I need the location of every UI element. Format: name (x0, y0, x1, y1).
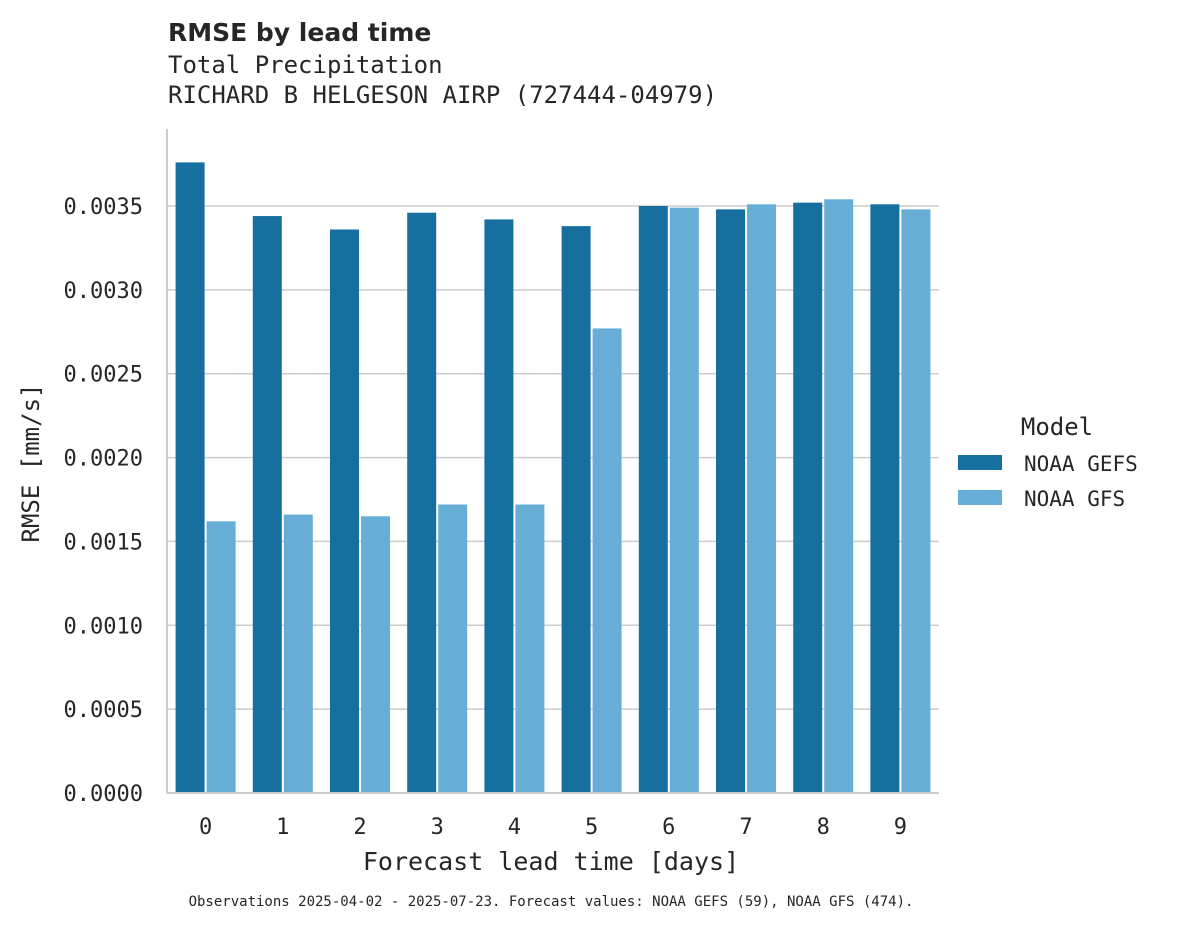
y-tick-label: 0.0010 (64, 614, 143, 639)
bar-noaa-gefs-day-1 (252, 216, 282, 793)
legend-swatch-noaa-gefs (958, 455, 1002, 470)
x-axis-label: Forecast lead time [days] (363, 847, 739, 876)
y-tick-label: 0.0020 (64, 447, 143, 472)
y-tick-label: 0.0005 (64, 698, 143, 723)
legend-label-noaa-gfs: NOAA GFS (1024, 487, 1125, 511)
bar-noaa-gfs-day-1 (283, 514, 313, 793)
bars (175, 162, 931, 794)
bar-noaa-gfs-day-2 (361, 516, 390, 793)
bar-noaa-gfs-day-8 (824, 199, 854, 793)
bar-noaa-gfs-day-6 (669, 207, 699, 794)
footnote: Observations 2025-04-02 - 2025-07-23. Fo… (189, 894, 914, 910)
y-tick-label: 0.0025 (64, 363, 143, 388)
legend-label-noaa-gefs: NOAA GEFS (1024, 452, 1138, 476)
y-tick-label: 0.0035 (64, 195, 143, 220)
x-tick-label: 6 (662, 815, 675, 840)
x-tick-label: 4 (508, 815, 521, 840)
bar-noaa-gefs-day-7 (716, 209, 745, 794)
y-tick-label: 0.0000 (64, 782, 143, 807)
y-tick-label: 0.0030 (64, 279, 143, 304)
bar-noaa-gefs-day-9 (870, 204, 900, 793)
chart-subtitle-variable: Total Precipitation (168, 51, 443, 79)
x-tick-label: 5 (585, 815, 598, 840)
x-tick-label: 9 (894, 815, 907, 840)
legend-title: Model (1021, 413, 1093, 441)
y-tick-label: 0.0015 (64, 530, 143, 555)
bar-noaa-gefs-day-0 (175, 162, 205, 793)
y-tick-labels: 0.0000 0.0005 0.0010 0.0015 0.0020 0.0025 0.00… (64, 195, 143, 807)
chart-title: RMSE by lead time (168, 18, 431, 47)
x-tick-label: 2 (353, 815, 366, 840)
x-tick-label: 8 (817, 815, 830, 840)
bar-noaa-gfs-day-7 (747, 204, 776, 793)
bar-noaa-gfs-day-5 (592, 328, 622, 793)
x-tick-label: 3 (431, 815, 444, 840)
x-tick-label: 7 (739, 815, 752, 840)
bar-noaa-gfs-day-9 (901, 209, 931, 794)
bar-noaa-gefs-day-2 (330, 229, 359, 794)
legend: Model NOAA GEFS NOAA GFS (958, 413, 1138, 511)
x-tick-label: 1 (276, 815, 289, 840)
bar-noaa-gefs-day-8 (793, 202, 823, 793)
bar-noaa-gfs-day-0 (206, 521, 236, 793)
legend-swatch-noaa-gfs (958, 490, 1002, 505)
bar-noaa-gefs-day-3 (407, 212, 437, 794)
bar-noaa-gefs-day-6 (638, 206, 668, 793)
bar-noaa-gfs-day-4 (515, 504, 545, 793)
chart-subtitle-station: RICHARD B HELGESON AIRP (727444-04979) (168, 81, 717, 109)
bar-noaa-gefs-day-5 (561, 226, 591, 793)
y-gridlines (167, 205, 939, 710)
y-axis-label: RMSE [mm/s] (17, 384, 45, 543)
bar-noaa-gefs-day-4 (484, 219, 514, 794)
x-tick-labels: 0 1 2 3 4 5 6 7 8 9 (199, 815, 907, 840)
bar-noaa-gfs-day-3 (438, 504, 468, 793)
x-tick-label: 0 (199, 815, 212, 840)
